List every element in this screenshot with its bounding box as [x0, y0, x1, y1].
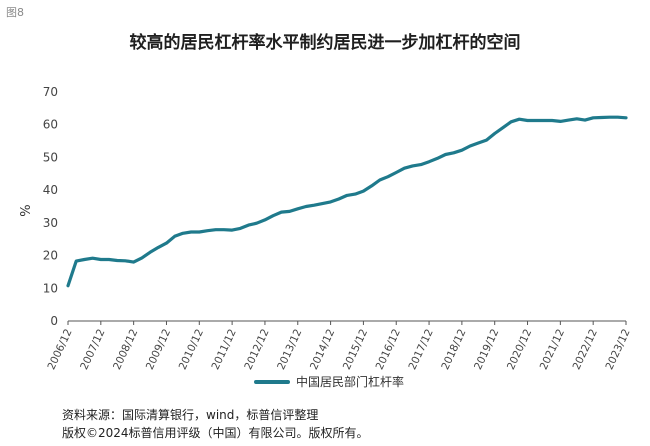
x-tick-label: 2023/12: [603, 327, 632, 372]
x-tick-label: 2007/12: [78, 327, 107, 372]
x-tick-label: 2019/12: [472, 327, 501, 372]
legend-swatch: [254, 379, 290, 384]
legend: 中国居民部门杠杆率: [254, 373, 404, 390]
x-tick-label: 2006/12: [45, 327, 74, 372]
x-tick-label: 2012/12: [242, 327, 271, 372]
y-tick-label: 40: [43, 183, 58, 197]
x-tick-label: 2020/12: [505, 327, 534, 372]
x-tick-label: 2014/12: [308, 327, 337, 372]
chart-title: 较高的居民杠杆率水平制约居民进一步加杠杆的空间: [129, 33, 521, 53]
x-tick-label: 2017/12: [406, 327, 435, 372]
y-tick-label: 20: [43, 249, 58, 263]
y-tick-label: 60: [43, 118, 58, 132]
source-note: 资料来源：国际清算银行，wind，标普信评整理: [62, 408, 319, 422]
x-tick-label: 2016/12: [374, 327, 403, 372]
y-tick-label: 70: [43, 85, 58, 99]
x-tick-label: 2009/12: [144, 327, 173, 372]
x-tick-label: 2013/12: [275, 327, 304, 372]
x-tick-label: 2018/12: [439, 327, 468, 372]
x-tick-label: 2011/12: [210, 327, 239, 372]
x-tick-label: 2008/12: [111, 327, 140, 372]
copyright-note: 版权©2024标普信用评级（中国）有限公司。版权所有。: [62, 426, 369, 440]
legend-label: 中国居民部门杠杆率: [296, 375, 405, 389]
y-tick-label: 50: [43, 150, 58, 164]
y-axis-title: %: [19, 204, 34, 216]
x-tick-label: 2022/12: [571, 327, 600, 372]
y-tick-label: 0: [50, 314, 58, 328]
y-tick-label: 10: [43, 281, 58, 295]
figure-label: 图8: [6, 6, 24, 19]
x-axis-ticks: 2006/12 2007/12 2008/12 2009/12 2010/12 2011/…: [45, 321, 633, 372]
series-layer: [66, 115, 628, 288]
series-line-household-leverage: [66, 115, 628, 288]
x-tick-label: 2021/12: [538, 327, 567, 372]
footer: 资料来源：国际清算银行，wind，标普信评整理 版权©2024标普信用评级（中国…: [62, 406, 369, 442]
y-axis-ticks: 0 10 20 30 40 50 60 70: [43, 85, 58, 328]
x-tick-label: 2010/12: [177, 327, 206, 372]
y-tick-label: 30: [43, 216, 58, 230]
x-tick-label: 2015/12: [341, 327, 370, 372]
